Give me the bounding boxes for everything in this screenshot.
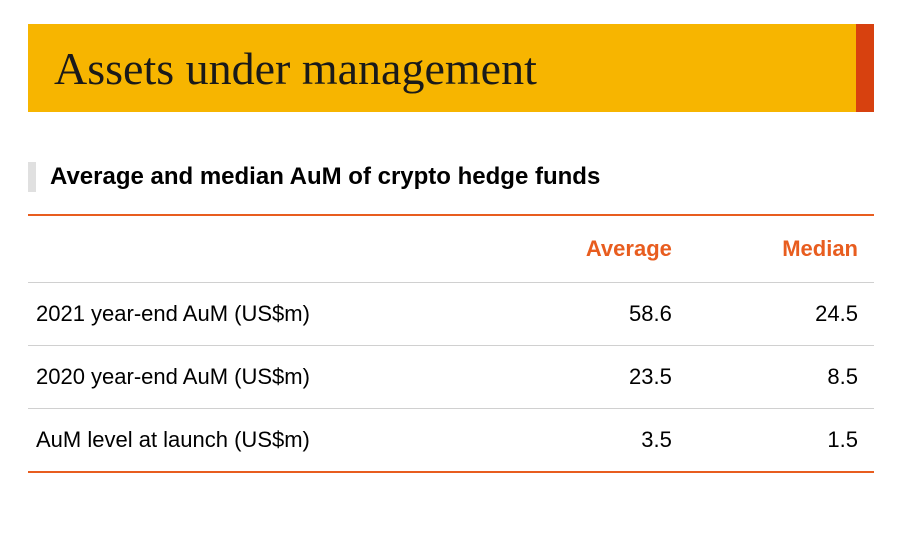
table-row: AuM level at launch (US$m) 3.5 1.5 (28, 409, 874, 473)
row-median: 1.5 (688, 409, 874, 473)
row-median: 8.5 (688, 346, 874, 409)
table-row: 2020 year-end AuM (US$m) 23.5 8.5 (28, 346, 874, 409)
aum-table: Average Median 2021 year-end AuM (US$m) … (28, 214, 874, 473)
subtitle-marker (28, 162, 36, 192)
subtitle-row: Average and median AuM of crypto hedge f… (28, 162, 874, 192)
table-header-row: Average Median (28, 215, 874, 283)
content-area: Average and median AuM of crypto hedge f… (28, 162, 874, 473)
table-header-blank (28, 215, 502, 283)
title-banner-main: Assets under management (28, 24, 856, 112)
title-banner-accent (856, 24, 874, 112)
row-label: AuM level at launch (US$m) (28, 409, 502, 473)
subtitle-text: Average and median AuM of crypto hedge f… (50, 163, 600, 191)
page-title: Assets under management (54, 42, 537, 95)
row-label: 2020 year-end AuM (US$m) (28, 346, 502, 409)
table-row: 2021 year-end AuM (US$m) 58.6 24.5 (28, 283, 874, 346)
row-average: 23.5 (502, 346, 688, 409)
title-banner: Assets under management (28, 24, 874, 112)
table-header-median: Median (688, 215, 874, 283)
row-median: 24.5 (688, 283, 874, 346)
row-average: 58.6 (502, 283, 688, 346)
row-label: 2021 year-end AuM (US$m) (28, 283, 502, 346)
table-header-average: Average (502, 215, 688, 283)
row-average: 3.5 (502, 409, 688, 473)
